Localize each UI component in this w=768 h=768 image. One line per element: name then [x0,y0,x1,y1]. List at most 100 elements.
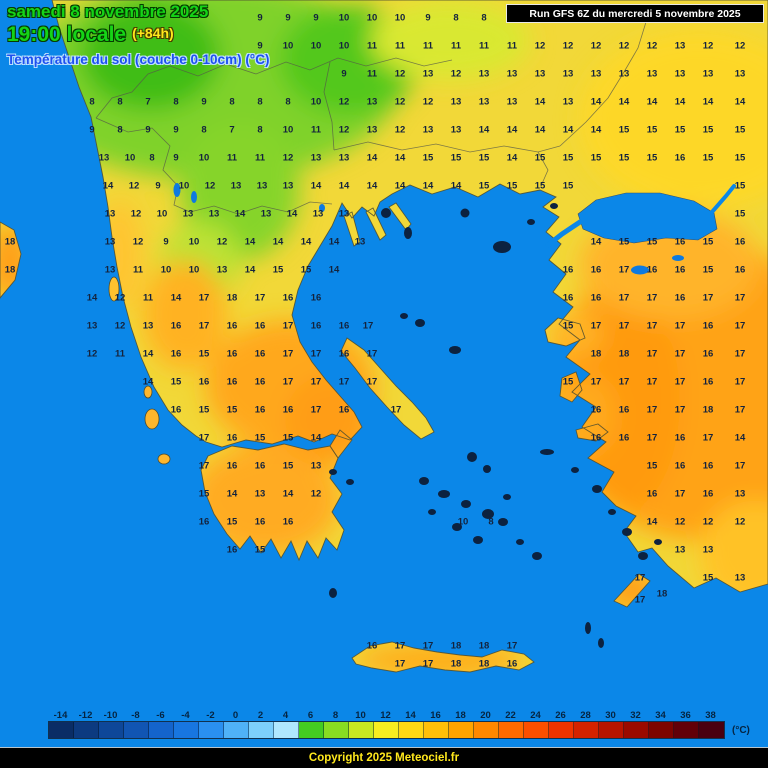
temperature-value: 12 [394,96,406,108]
temperature-value: 13 [310,460,322,472]
temperature-value: 9 [313,12,319,24]
temperature-value: 13 [366,96,378,108]
temperature-value: 10 [178,180,190,192]
temperature-value: 16 [338,404,350,416]
temperature-value: 16 [226,376,238,388]
temperature-value: 16 [618,432,630,444]
temperature-value: 15 [226,516,238,528]
temperature-value: 17 [362,320,374,332]
temperature-value: 11 [114,348,126,360]
temperature-value: 15 [226,404,238,416]
temperature-value: 15 [618,236,630,248]
temperature-value: 15 [702,152,714,164]
temperature-value: 12 [618,40,630,52]
temperature-value: 17 [734,292,746,304]
scale-color-cell [399,722,424,738]
temperature-value: 17 [734,404,746,416]
temperature-value: 14 [478,124,490,136]
temperature-value: 17 [254,292,266,304]
temperature-value: 13 [590,68,602,80]
temperature-value: 16 [562,264,574,276]
scale-unit-label: (°C) [732,725,750,736]
temperature-color-scale: -14 -12 -10 -8 -6 -4 -2 0 2 4 6 8 10 12 14 16 18 20 22 24 26… [48,710,750,739]
temperature-value: 12 [130,208,142,220]
temperature-value: 16 [254,516,266,528]
scale-tick-label: 14 [405,710,416,721]
scale-color-cell [349,722,374,738]
temperature-value: 17 [310,404,322,416]
temperature-value: 15 [646,460,658,472]
temperature-value: 17 [618,376,630,388]
temperature-value: 8 [488,516,494,528]
temperature-value: 14 [562,124,574,136]
temperature-value: 12 [282,152,294,164]
temperature-value: 14 [338,180,350,192]
temperature-value: 16 [674,152,686,164]
scale-color-cell [574,722,599,738]
temperature-value: 12 [394,68,406,80]
temperature-value: 9 [285,12,291,24]
temperature-value: 14 [170,292,182,304]
temperature-value: 17 [702,432,714,444]
temperature-value: 15 [562,376,574,388]
temperature-value: 14 [646,96,658,108]
temperature-value: 11 [142,292,154,304]
scale-tick-label: 22 [505,710,516,721]
temperature-value: 15 [282,432,294,444]
temperature-value: 11 [506,40,518,52]
temperature-value: 11 [366,68,378,80]
temperature-value: 16 [226,432,238,444]
temperature-value: 17 [646,320,658,332]
scale-tick-label: 32 [630,710,641,721]
temperature-value: 14 [506,124,518,136]
scale-tick-label: 24 [530,710,541,721]
temperature-value: 14 [102,180,114,192]
temperature-value: 15 [646,236,658,248]
temperature-value: 17 [734,320,746,332]
temperature-value: 15 [646,152,658,164]
temperature-value: 10 [338,12,350,24]
temperature-value: 12 [338,124,350,136]
strait-lines [545,184,736,248]
temperature-value: 14 [734,96,746,108]
forecast-time-label: 19:00 locale [7,23,127,46]
forecast-time-row: 19:00 locale (+84h) [7,23,269,47]
temperature-value: 16 [702,348,714,360]
temperature-value: 14 [142,348,154,360]
temperature-value: 13 [702,68,714,80]
temperature-value: 13 [216,264,228,276]
temperature-value: 13 [618,68,630,80]
temperature-value: 14 [394,152,406,164]
temperature-value: 8 [89,96,95,108]
temperature-value: 10 [338,40,350,52]
temperature-value: 15 [702,236,714,248]
temperature-value: 11 [478,40,490,52]
temperature-value: 12 [734,40,746,52]
temperature-value: 14 [618,96,630,108]
temperature-value: 12 [646,40,658,52]
country-borders [95,21,647,215]
temperature-value: 14 [734,432,746,444]
scale-tick-label: 36 [680,710,691,721]
temperature-value: 14 [366,180,378,192]
scale-tick-label: 20 [480,710,491,721]
copyright-bar: Copyright 2025 Meteociel.fr [0,747,768,768]
scale-tick-label: 12 [380,710,391,721]
temperature-value: 9 [145,124,151,136]
temperature-value: 13 [104,208,116,220]
marmara-sea [577,192,718,244]
temperature-value: 13 [534,68,546,80]
temperature-value: 10 [310,96,322,108]
temperature-value: 16 [702,320,714,332]
temperature-value: 10 [366,12,378,24]
temperature-value: 8 [257,124,263,136]
scale-color-cell [274,722,299,738]
temperature-value: 12 [338,96,350,108]
temperature-value: 15 [198,348,210,360]
temperature-value: 18 [656,588,668,600]
model-run-info: Run GFS 6Z du mercredi 5 novembre 2025 [506,4,764,23]
temperature-value: 12 [674,516,686,528]
temperature-value: 16 [226,320,238,332]
aegean-islands [329,203,662,648]
temperature-value: 14 [590,236,602,248]
